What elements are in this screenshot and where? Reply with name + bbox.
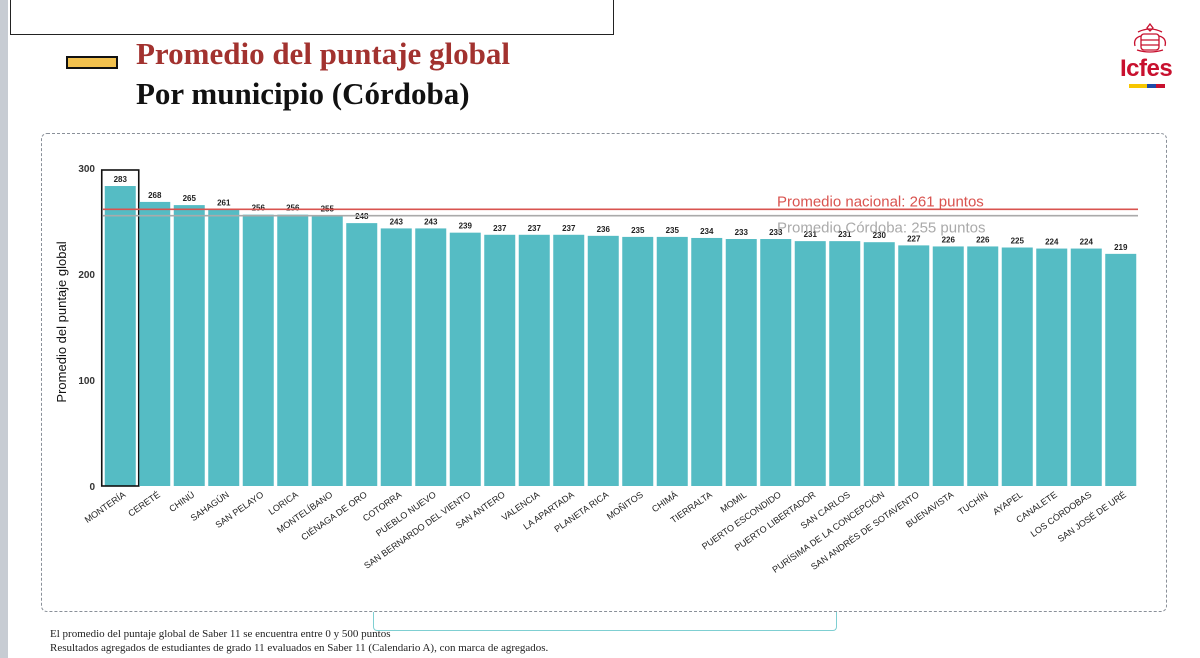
y-tick-label: 100 — [78, 376, 95, 387]
x-tick-label: MOMIL — [718, 489, 748, 514]
bar-28 — [1036, 248, 1068, 486]
bar-value-label: 256 — [252, 204, 266, 213]
bar-26 — [967, 246, 999, 486]
bar-4 — [208, 209, 240, 486]
bar-value-label: 243 — [390, 217, 404, 226]
bar-value-label: 226 — [942, 235, 956, 244]
x-tick-label: MONTERÍA — [83, 489, 128, 524]
y-tick-label: 0 — [89, 482, 95, 493]
bar-12 — [484, 234, 516, 486]
bar-value-label: 283 — [114, 175, 128, 184]
bar-25 — [932, 246, 964, 486]
bar-value-label: 237 — [493, 224, 507, 233]
reference-line-label: Promedio Córdoba: 255 puntos — [777, 220, 985, 237]
highlight-box — [100, 169, 140, 487]
x-tick-label: CERETÉ — [126, 489, 162, 518]
page-title: Promedio del puntaje global — [136, 36, 511, 71]
bar-value-label: 237 — [528, 224, 542, 233]
x-tick-label: TUCHÍN — [956, 489, 990, 517]
bar-9 — [380, 228, 412, 487]
bar-value-label: 224 — [1045, 238, 1059, 247]
bar-value-label: 239 — [459, 222, 473, 231]
footnote-source: Resultados agregados de estudiantes de g… — [50, 642, 549, 654]
bar-20 — [760, 239, 792, 486]
bar-29 — [1070, 248, 1102, 486]
bar-value-label: 265 — [183, 194, 197, 203]
x-tick-label: CHIMÁ — [650, 489, 679, 514]
bar-value-label: 256 — [286, 204, 300, 213]
y-tick-label: 200 — [78, 270, 95, 281]
bar-2 — [139, 201, 171, 487]
bar-value-label: 224 — [1080, 238, 1094, 247]
x-tick-label: CHINÚ — [167, 489, 196, 514]
bar-value-label: 235 — [666, 226, 680, 235]
title-legend-swatch — [66, 56, 118, 69]
icfes-seal-icon — [1133, 22, 1167, 53]
bar-value-label: 243 — [424, 217, 438, 226]
bar-5 — [242, 214, 274, 486]
bar-15 — [587, 235, 619, 486]
bar-value-label: 227 — [907, 234, 921, 243]
bar-17 — [656, 236, 688, 486]
bar-16 — [622, 236, 654, 486]
bar-11 — [449, 232, 481, 486]
icfes-logo-text: Icfes — [1120, 55, 1173, 82]
bar-value-label: 237 — [562, 224, 576, 233]
bar-22 — [829, 241, 861, 486]
chart-frame — [41, 133, 1167, 612]
bar-24 — [898, 245, 930, 486]
bar-1 — [104, 186, 136, 486]
logo-color-bar — [1129, 84, 1165, 88]
bar-21 — [794, 241, 826, 486]
footnote-range: El promedio del puntaje global de Saber … — [50, 628, 391, 640]
y-axis-label: Promedio del puntaje global — [54, 241, 69, 402]
bar-value-label: 236 — [597, 225, 611, 234]
y-tick-label: 300 — [78, 164, 95, 175]
bar-6 — [277, 214, 309, 486]
top-frame-box — [10, 0, 614, 35]
bar-value-label: 233 — [735, 228, 749, 237]
bar-value-label: 235 — [631, 226, 645, 235]
bar-14 — [553, 234, 585, 486]
bar-23 — [863, 242, 895, 486]
x-tick-label: MOÑITOS — [605, 489, 645, 521]
bar-value-label: 248 — [355, 212, 369, 221]
bar-10 — [415, 228, 447, 487]
bar-value-label: 261 — [217, 198, 231, 207]
bar-value-label: 233 — [769, 228, 783, 237]
bar-27 — [1001, 247, 1033, 486]
page-subtitle: Por municipio (Córdoba) — [136, 76, 470, 111]
bar-13 — [518, 234, 550, 486]
bar-value-label: 268 — [148, 191, 162, 200]
reference-line-label: Promedio nacional: 261 puntos — [777, 193, 984, 210]
bar-8 — [346, 223, 378, 486]
bar-30 — [1105, 253, 1137, 486]
bar-value-label: 234 — [700, 227, 714, 236]
left-edge-strip — [0, 0, 8, 658]
bar-value-label: 230 — [873, 231, 887, 240]
bar-7 — [311, 215, 343, 486]
bar-19 — [725, 239, 757, 486]
bar-value-label: 226 — [976, 235, 990, 244]
bar-value-label: 219 — [1114, 243, 1128, 252]
bar-value-label: 231 — [838, 230, 852, 239]
footer-bracket — [373, 612, 837, 631]
bar-3 — [173, 205, 205, 486]
bar-value-label: 225 — [1011, 237, 1025, 246]
bar-value-label: 231 — [804, 230, 818, 239]
bar-18 — [691, 237, 723, 486]
